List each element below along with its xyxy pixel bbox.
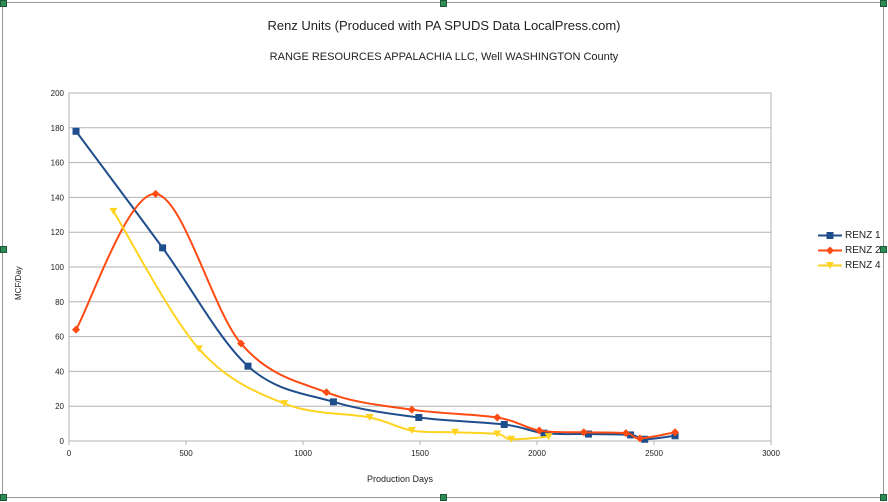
data-point-renz-1 xyxy=(641,435,649,443)
data-point-renz-1 xyxy=(500,420,508,428)
y-tick-label: 80 xyxy=(55,298,64,307)
resize-handle[interactable] xyxy=(880,494,887,501)
resize-handle[interactable] xyxy=(0,494,7,501)
x-tick-label: 3000 xyxy=(762,449,780,458)
y-tick-label: 100 xyxy=(51,263,65,272)
data-point-renz-2 xyxy=(671,428,680,437)
y-tick-label: 180 xyxy=(51,124,65,133)
data-point-renz-2 xyxy=(621,429,630,438)
chart-subtitle: RANGE RESOURCES APPALACHIA LLC, Well WAS… xyxy=(269,51,619,63)
series-line-renz-1 xyxy=(75,130,676,441)
legend-item-renz-1: RENZ 1 xyxy=(818,228,881,243)
x-tick-label: 0 xyxy=(67,449,72,458)
x-axis-label: Production Days xyxy=(366,474,434,484)
y-tick-label: 20 xyxy=(55,402,64,411)
data-point-renz-4 xyxy=(365,414,374,422)
chart-legend: RENZ 1 RENZ 2 RENZ 4 xyxy=(818,228,881,273)
resize-handle[interactable] xyxy=(440,0,447,7)
resize-handle[interactable] xyxy=(880,246,887,253)
data-point-renz-4 xyxy=(493,430,502,438)
y-axis-label: MCF/Day xyxy=(14,266,23,300)
legend-item-renz-4: RENZ 4 xyxy=(818,258,881,273)
y-tick-label: 200 xyxy=(51,89,65,98)
data-point-renz-1 xyxy=(540,429,548,437)
resize-handle[interactable] xyxy=(440,494,447,501)
x-tick-label: 2000 xyxy=(528,449,546,458)
y-tick-label: 160 xyxy=(51,159,65,168)
data-point-renz-4 xyxy=(544,433,553,441)
data-point-renz-1 xyxy=(415,414,423,422)
legend-label: RENZ 1 xyxy=(845,230,881,241)
chart-title: Renz Units (Produced with PA SPUDS Data … xyxy=(267,18,621,33)
x-tick-label: 1500 xyxy=(411,449,429,458)
data-point-renz-2 xyxy=(493,413,502,422)
data-point-renz-1 xyxy=(329,398,337,406)
data-point-renz-4 xyxy=(194,345,203,353)
y-tick-label: 120 xyxy=(51,228,65,237)
resize-handle[interactable] xyxy=(0,0,7,7)
y-tick-label: 140 xyxy=(51,193,65,202)
data-point-renz-1 xyxy=(584,430,592,438)
data-point-renz-2 xyxy=(322,388,331,397)
data-point-renz-1 xyxy=(244,362,252,370)
data-point-renz-2 xyxy=(151,189,160,198)
resize-handle[interactable] xyxy=(880,0,887,7)
data-point-renz-2 xyxy=(72,325,81,334)
y-tick-label: 40 xyxy=(55,367,64,376)
x-tick-label: 500 xyxy=(179,449,193,458)
data-point-renz-2 xyxy=(407,405,416,414)
legend-swatch xyxy=(818,262,842,269)
data-point-renz-2 xyxy=(635,434,644,443)
legend-label: RENZ 2 xyxy=(845,245,881,256)
resize-handle[interactable] xyxy=(0,246,7,253)
data-point-renz-4 xyxy=(280,400,289,408)
data-point-renz-4 xyxy=(507,435,516,443)
legend-swatch xyxy=(818,232,842,239)
x-tick-label: 1000 xyxy=(294,449,312,458)
legend-swatch xyxy=(818,246,842,255)
plot-area xyxy=(68,92,772,442)
data-point-renz-2 xyxy=(535,426,544,435)
series-line-renz-2 xyxy=(75,192,676,440)
data-point-renz-4 xyxy=(407,427,416,435)
data-point-renz-1 xyxy=(159,244,167,252)
legend-label: RENZ 4 xyxy=(845,260,881,271)
y-tick-label: 60 xyxy=(55,333,64,342)
data-point-renz-4 xyxy=(109,207,118,215)
data-point-renz-2 xyxy=(579,428,588,437)
data-point-renz-2 xyxy=(236,339,245,348)
y-tick-label: 0 xyxy=(60,437,65,446)
data-point-renz-4 xyxy=(451,428,460,436)
x-tick-label: 2500 xyxy=(645,449,663,458)
data-point-renz-1 xyxy=(72,127,80,135)
legend-item-renz-2: RENZ 2 xyxy=(818,243,881,258)
